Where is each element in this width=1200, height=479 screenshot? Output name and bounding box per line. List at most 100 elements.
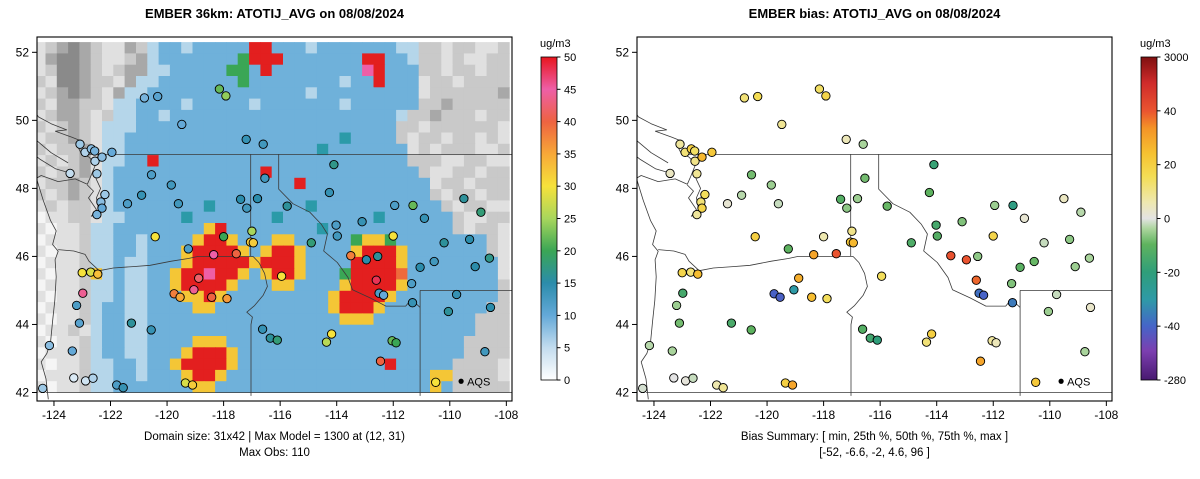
model-map-plot: AQS -124 -122 -120 -118 -116 -114 -112 -110 -108 4… — [16, 36, 576, 422]
station-point — [480, 347, 490, 357]
station-point — [818, 232, 829, 242]
station-point — [667, 346, 677, 356]
station-point — [777, 119, 787, 130]
station-point — [929, 159, 939, 170]
station-point — [252, 193, 263, 204]
station-point — [852, 193, 863, 204]
station-point — [146, 170, 157, 180]
station-point — [92, 169, 102, 179]
x-tick-label: -124 — [642, 408, 666, 422]
station-point — [100, 189, 110, 200]
station-point — [718, 383, 728, 393]
raster-layer — [37, 42, 510, 393]
station-point — [860, 173, 870, 183]
colorbar-tick-label: 45 — [564, 84, 576, 96]
station-point — [847, 226, 857, 236]
station-point — [750, 232, 760, 242]
station-point — [431, 377, 441, 387]
station-point — [644, 340, 655, 351]
x-tick-label: -110 — [438, 408, 461, 422]
station-point — [90, 146, 100, 156]
plot-border — [36, 36, 513, 402]
station-point — [932, 231, 942, 241]
axes-layer: -124 -122 -120 -118 -116 -114 -112 -110 -108 42 44… — [16, 45, 519, 422]
station-point — [247, 226, 257, 236]
aqs-label: AQS — [1067, 376, 1090, 388]
x-tick-label: -118 — [812, 408, 835, 422]
colorbar-tick-label: 3000 — [1164, 52, 1188, 64]
station-point — [1019, 213, 1030, 223]
station-point — [406, 278, 417, 289]
station-point — [272, 335, 282, 345]
x-tick-label: -114 — [925, 408, 948, 422]
station-point — [1029, 256, 1039, 267]
station-point — [690, 146, 700, 156]
x-tick-label: -122 — [698, 408, 722, 422]
caption-line1: Domain size: 31x42 | Max Model = 1300 at… — [144, 431, 405, 443]
x-tick-label: -120 — [155, 408, 179, 422]
panel-bias: EMBER bias: ATOTIJ_AVG on 08/08/2024 AQS… — [600, 0, 1200, 479]
colorbar-tick-label: 10 — [564, 310, 576, 322]
plot-border — [636, 36, 1113, 402]
station-point — [451, 289, 462, 300]
x-tick-label: -122 — [98, 408, 122, 422]
station-point — [331, 220, 341, 230]
x-tick-label: -120 — [755, 408, 779, 422]
y-tick-label: 50 — [16, 113, 30, 127]
station-point — [183, 244, 193, 254]
bias-map-plot: AQS -124 -122 -120 -118 -116 -114 -112 -110 -108 4… — [616, 36, 1188, 422]
x-tick-label: -112 — [982, 408, 1005, 422]
station-point — [831, 249, 841, 259]
colorbar-tick-label: -40 — [1164, 321, 1180, 333]
station-point — [175, 292, 185, 302]
colorbar-tick-label: 40 — [1164, 106, 1176, 118]
y-tick-label: 48 — [616, 181, 630, 195]
station-point — [282, 201, 292, 211]
station-point — [194, 273, 204, 283]
caption-line1: Bias Summary: [ min, 25th %, 50th %, 75t… — [740, 431, 1009, 443]
station-point — [857, 324, 868, 334]
station-point — [139, 93, 150, 103]
station-point — [378, 290, 389, 300]
x-tick-label: -116 — [869, 408, 892, 422]
panel-model: EMBER 36km: ATOTIJ_AVG on 08/08/2024 AQS… — [16, 6, 577, 459]
station-point — [459, 193, 469, 204]
aqs-label: AQS — [467, 376, 490, 388]
station-point — [74, 318, 85, 328]
station-point — [443, 306, 454, 317]
station-point — [872, 335, 882, 345]
station-point — [189, 285, 199, 295]
map-content: AQS — [37, 42, 512, 400]
station-point — [306, 238, 316, 248]
station-point — [971, 275, 981, 285]
station-point — [841, 134, 851, 145]
station-point — [746, 325, 756, 335]
station-point — [638, 383, 648, 394]
station-point — [991, 338, 1001, 348]
map-outline — [637, 114, 1112, 400]
colorbar-tick-label: 5 — [564, 343, 570, 355]
colorbar-tick-label: 20 — [1164, 160, 1176, 172]
station-point — [75, 139, 85, 149]
station-point — [391, 338, 401, 348]
station-point — [821, 91, 831, 101]
colorbar: 0 5 10 15 20 25 30 35 40 45 50 ug/m3 — [540, 38, 576, 387]
station-point — [408, 200, 418, 211]
x-tick-label: -108 — [1094, 408, 1118, 422]
station-point — [842, 203, 852, 213]
station-point — [707, 147, 717, 157]
station-point — [126, 318, 137, 328]
station-point — [187, 380, 198, 390]
station-point — [746, 170, 757, 180]
colorbar-tick-label: 35 — [564, 149, 576, 161]
station-point — [173, 199, 184, 209]
station-point — [38, 383, 48, 394]
station-point — [814, 84, 825, 94]
colorbar-tick-label: 20 — [564, 246, 576, 258]
station-point — [71, 300, 82, 311]
station-point — [470, 261, 480, 272]
axes-layer: -124 -122 -120 -118 -116 -114 -112 -110 -108 42 44… — [616, 45, 1119, 422]
station-point — [209, 250, 219, 260]
station-point — [1006, 278, 1017, 289]
station-point — [988, 231, 998, 241]
